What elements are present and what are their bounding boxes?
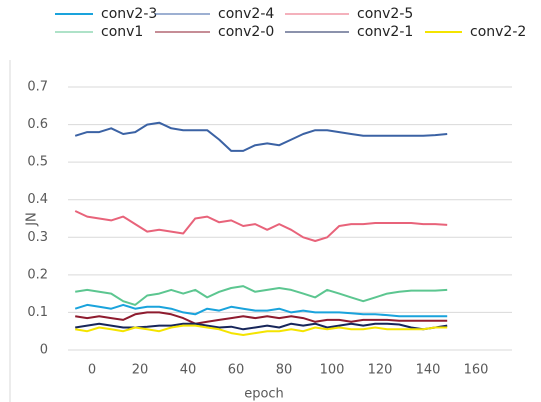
legend-label: conv2-2 (470, 24, 526, 40)
x-tick-label: 160 (464, 363, 489, 378)
y-tick-label: 0.1 (27, 305, 48, 320)
y-tick-label: 0.5 (27, 155, 48, 170)
series-line (74, 121, 448, 152)
series-line (75, 324, 448, 336)
series-line (74, 303, 448, 318)
series-line (75, 285, 448, 306)
x-tick-label: 120 (368, 363, 393, 378)
legend-label: conv1 (101, 24, 143, 40)
x-tick-label: 140 (416, 363, 441, 378)
series-line (75, 311, 448, 325)
series-line (74, 210, 448, 242)
y-tick-label: 0.6 (27, 117, 48, 132)
legend-label: conv2-0 (218, 24, 274, 40)
y-tick-label: 0 (40, 343, 48, 358)
y-tick-label: 0.7 (27, 80, 48, 95)
y-tick-label: 0.4 (27, 192, 48, 207)
x-tick-label: 0 (88, 363, 96, 378)
y-axis-label: JN (25, 212, 40, 227)
y-tick-label: 0.2 (27, 267, 48, 282)
x-tick-label: 80 (276, 363, 293, 378)
legend-label: conv2-5 (357, 6, 413, 22)
legend-label: conv2-3 (101, 6, 157, 22)
x-tick-label: 40 (180, 363, 197, 378)
y-tick-label: 0.3 (27, 230, 48, 245)
x-tick-label: 20 (132, 363, 149, 378)
legend-label: conv2-1 (357, 24, 413, 40)
x-tick-label: 100 (320, 363, 345, 378)
x-axis-label: epoch (244, 387, 284, 402)
legend-label: conv2-4 (218, 6, 274, 22)
x-tick-label: 60 (228, 363, 245, 378)
